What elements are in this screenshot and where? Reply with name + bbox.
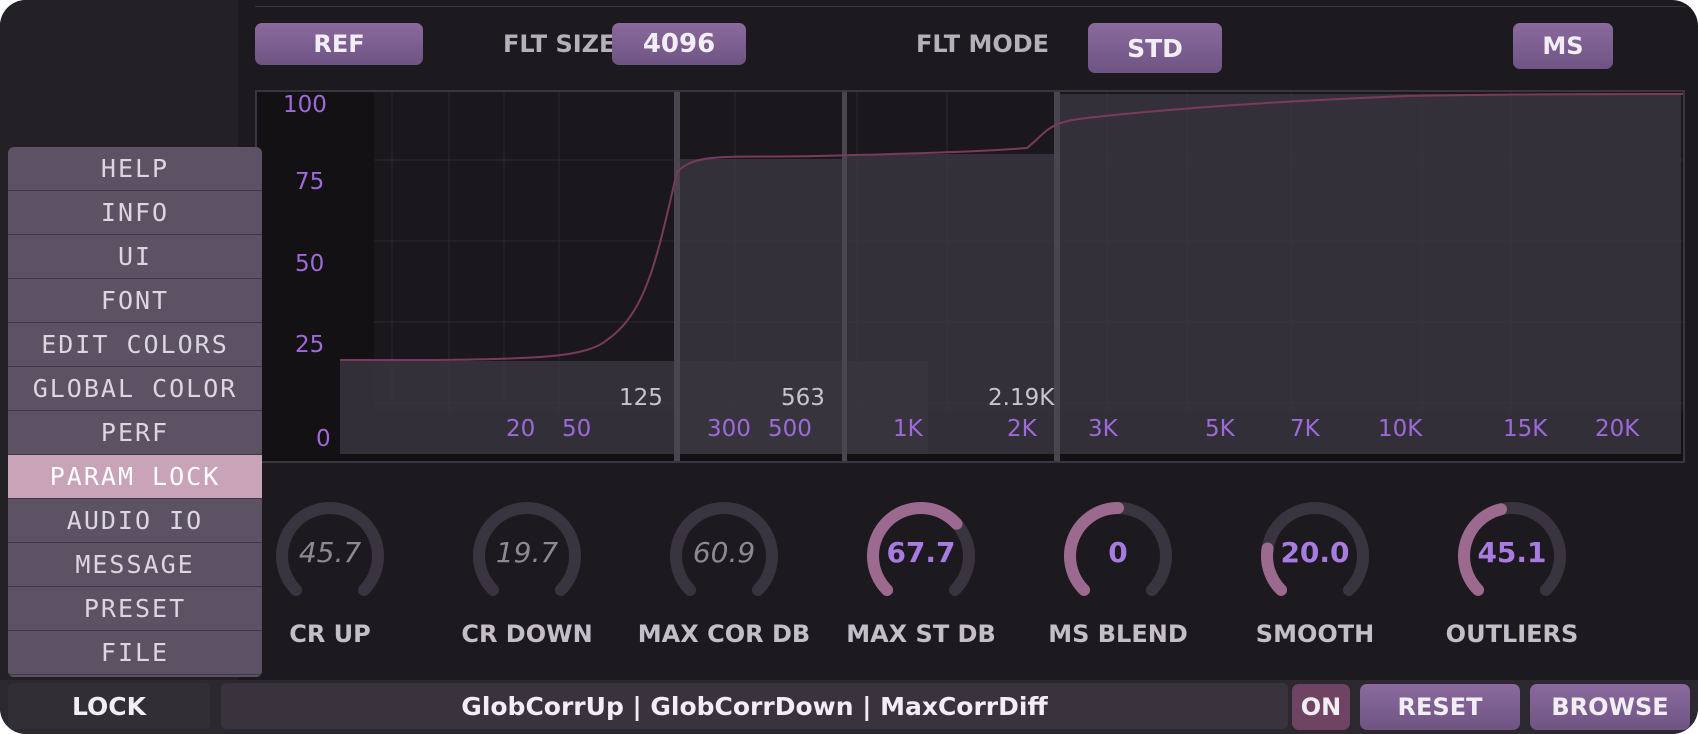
menu-item-param-lock[interactable]: PARAM LOCK <box>8 455 262 499</box>
flt-mode-button[interactable]: STD <box>1088 23 1222 73</box>
y-tick-label: 100 <box>283 92 327 118</box>
x-tick-label: 500 <box>768 416 812 442</box>
knob-label: MAX ST DB <box>846 620 996 648</box>
knob-track <box>670 502 778 596</box>
x-tick-label: 3K <box>1088 416 1118 442</box>
x-tick-label: 10K <box>1378 416 1423 442</box>
top-divider <box>255 0 1685 7</box>
band-divider <box>842 92 847 461</box>
knob-label: SMOOTH <box>1255 620 1375 648</box>
knob-smooth[interactable]: 20.0 SMOOTH <box>1235 496 1395 666</box>
y-tick-label: 25 <box>295 332 325 358</box>
flt-mode-label: FLT MODE <box>916 30 1050 58</box>
band-label: 2.19K <box>988 385 1055 411</box>
on-toggle[interactable]: ON <box>1292 684 1350 730</box>
menu-item-edit-colors[interactable]: EDIT COLORS <box>8 323 262 367</box>
reset-button[interactable]: RESET <box>1360 684 1520 730</box>
locked-params-display: GlobCorrUp | GlobCorrDown | MaxCorrDiff <box>221 683 1288 729</box>
menu-item-info[interactable]: INFO <box>8 191 262 235</box>
settings-menu: HELP INFO UI FONT EDIT COLORS GLOBAL COL… <box>8 147 262 677</box>
knob-fill <box>1064 502 1124 596</box>
knob-value: 45.7 <box>298 536 362 569</box>
band-divider <box>674 92 680 461</box>
knob-cr-up[interactable]: 45.7 CR UP <box>250 496 410 666</box>
menu-item-ui[interactable]: UI <box>8 235 262 279</box>
curve-line <box>340 93 1683 361</box>
lock-button[interactable]: LOCK <box>8 683 210 729</box>
x-tick-label: 7K <box>1290 416 1320 442</box>
band-mid-low <box>674 159 842 454</box>
menu-item-help[interactable]: HELP <box>8 147 262 191</box>
knob-label: MAX COR DB <box>637 620 811 648</box>
x-tick-label: 1K <box>893 416 923 442</box>
knob-fill <box>1261 542 1288 596</box>
band-high <box>1058 94 1681 454</box>
flt-size-label: FLT SIZE <box>503 30 616 58</box>
x-tick-label: 15K <box>1503 416 1548 442</box>
knob-value: 60.9 <box>692 536 756 569</box>
knob-outliers[interactable]: 45.1 OUTLIERS <box>1432 496 1592 666</box>
band-mid-high <box>843 154 1054 454</box>
x-tick-label: 20K <box>1595 416 1640 442</box>
knob-dial <box>1064 502 1172 596</box>
knob-ms-blend[interactable]: 0 MS BLEND <box>1038 496 1198 666</box>
knob-label: MS BLEND <box>1048 620 1188 648</box>
menu-item-perf[interactable]: PERF <box>8 411 262 455</box>
y-tick-label: 0 <box>316 426 331 452</box>
knob-dial <box>473 502 581 596</box>
flt-size-button[interactable]: 4096 <box>612 23 746 65</box>
knob-value: 45.1 <box>1477 536 1547 569</box>
knob-value: 0 <box>1108 536 1128 569</box>
knob-fill <box>867 501 963 596</box>
x-tick-label: 5K <box>1205 416 1235 442</box>
graph-canvas <box>257 92 1683 461</box>
knob-value: 67.7 <box>886 536 956 569</box>
menu-item-message[interactable]: MESSAGE <box>8 543 262 587</box>
band-divider <box>1054 92 1060 461</box>
ms-button[interactable]: MS <box>1513 23 1613 69</box>
x-tick-label: 2K <box>1007 416 1037 442</box>
knob-label: CR DOWN <box>461 620 593 648</box>
knob-dial <box>670 502 778 596</box>
ref-button[interactable]: REF <box>255 23 423 65</box>
knob-dial <box>1261 502 1369 596</box>
y-tick-label: 50 <box>295 251 325 277</box>
frequency-graph[interactable]: 100 75 50 25 0 125 563 2.19K 20 50 300 5… <box>255 90 1685 463</box>
y-tick-label: 75 <box>295 169 325 195</box>
knob-max-cor-db[interactable]: 60.9 MAX COR DB <box>638 496 810 666</box>
menu-item-global-color[interactable]: GLOBAL COLOR <box>8 367 262 411</box>
knob-value: 19.7 <box>495 536 559 569</box>
knob-fill <box>1458 503 1508 596</box>
menu-item-font[interactable]: FONT <box>8 279 262 323</box>
x-tick-label: 20 <box>506 416 536 442</box>
menu-item-file[interactable]: FILE <box>8 631 262 675</box>
knob-track <box>276 502 384 596</box>
knob-track <box>473 502 581 596</box>
knob-label: CR UP <box>289 620 371 648</box>
band-label: 563 <box>781 385 825 411</box>
knob-max-st-db[interactable]: 67.7 MAX ST DB <box>841 496 1001 666</box>
menu-item-audio-io[interactable]: AUDIO IO <box>8 499 262 543</box>
browse-button[interactable]: BROWSE <box>1530 684 1690 730</box>
knob-dial <box>1458 502 1566 596</box>
knob-dial <box>276 502 384 596</box>
knob-value: 20.0 <box>1280 536 1350 569</box>
knob-label: OUTLIERS <box>1445 620 1579 648</box>
x-tick-label: 50 <box>562 416 592 442</box>
knob-cr-down[interactable]: 19.7 CR DOWN <box>447 496 607 666</box>
menu-item-preset[interactable]: PRESET <box>8 587 262 631</box>
knob-dial <box>867 501 975 596</box>
x-tick-label: 300 <box>707 416 751 442</box>
band-label: 125 <box>619 385 663 411</box>
